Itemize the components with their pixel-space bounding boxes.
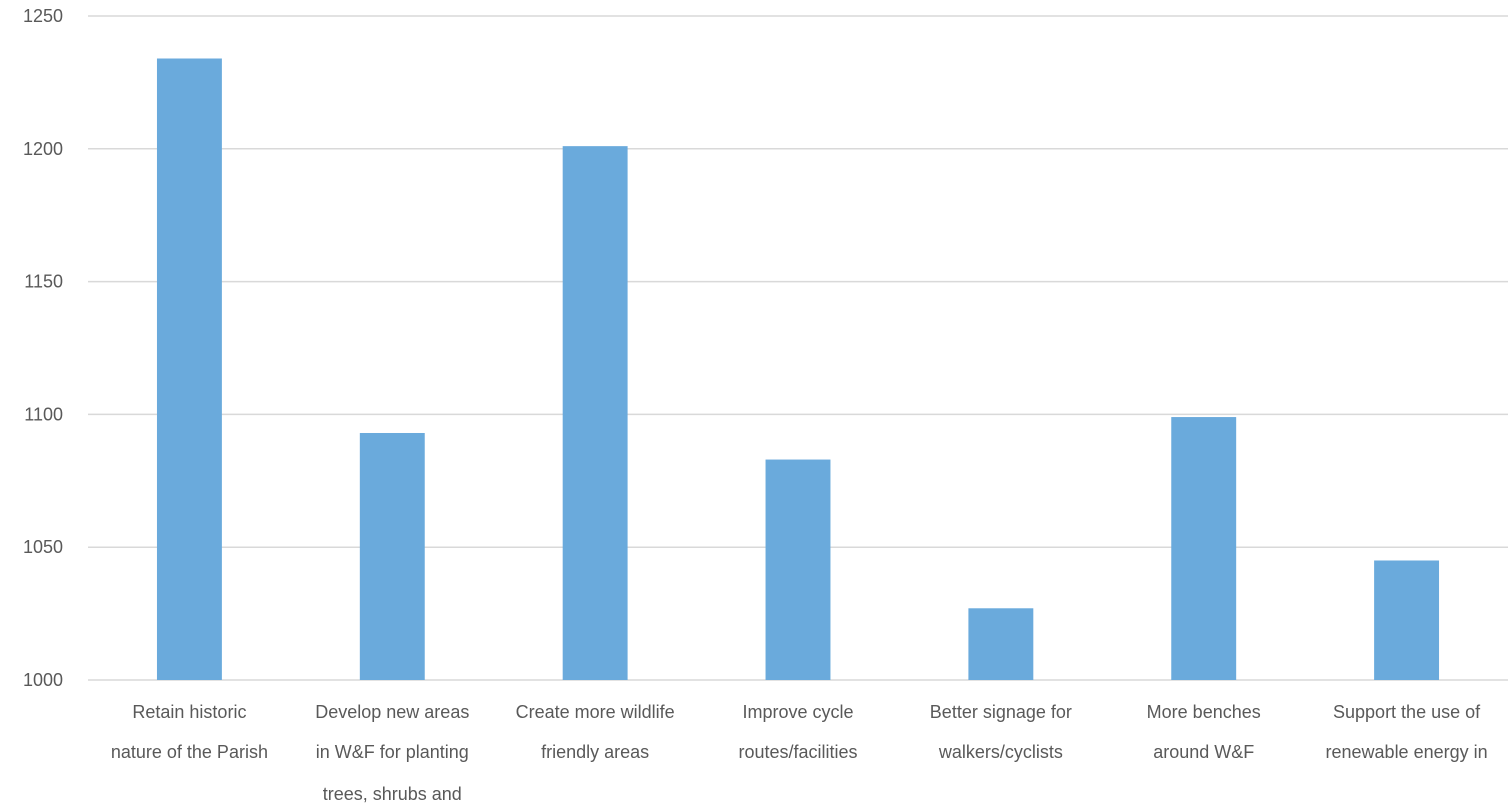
bar-4	[765, 459, 831, 680]
x-category-label: Better signage for	[930, 702, 1072, 722]
bar-2	[359, 432, 425, 680]
bar-7	[1374, 560, 1440, 680]
x-category-label: renewable energy in	[1326, 742, 1488, 762]
y-tick-label: 1200	[23, 139, 63, 159]
x-category-label: Retain historic	[132, 702, 246, 722]
x-category-label: around W&F	[1153, 742, 1254, 762]
x-category-label: friendly areas	[541, 742, 649, 762]
x-category-label: Develop new areas	[315, 702, 469, 722]
x-category-label: Improve cycle	[742, 702, 853, 722]
y-tick-label: 1150	[24, 272, 63, 292]
y-tick-label: 1250	[23, 6, 63, 26]
bar-3	[562, 146, 628, 681]
x-category-label: routes/facilities	[738, 742, 857, 762]
bar-1	[156, 58, 222, 681]
y-tick-label: 1100	[24, 404, 63, 424]
x-category-label: nature of the Parish	[111, 742, 268, 762]
y-tick-label: 1050	[23, 537, 63, 557]
x-category-label: walkers/cyclists	[938, 742, 1063, 762]
bar-5	[968, 608, 1034, 680]
x-axis-category-labels: Retain historic nature of the Parish Devel…	[111, 702, 1488, 804]
x-category-label: in W&F for planting	[316, 742, 469, 762]
x-category-label: trees, shrubs and	[323, 784, 462, 804]
y-tick-label: 1000	[23, 670, 63, 690]
bar-6	[1171, 417, 1237, 680]
x-category-label: Create more wildlife	[516, 702, 675, 722]
x-category-label: More benches	[1147, 702, 1261, 722]
gridlines	[88, 15, 1508, 681]
bars	[156, 58, 1440, 681]
x-category-label: Support the use of	[1333, 702, 1481, 722]
y-axis-tick-labels: 1000 1050 1100 1150 1200 1250	[23, 6, 63, 690]
